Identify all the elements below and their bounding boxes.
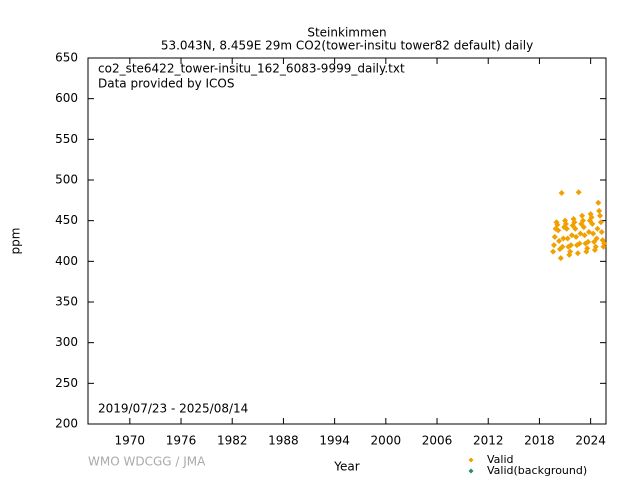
annotation: Data provided by ICOS: [98, 77, 234, 91]
data-point: [556, 238, 563, 244]
data-point: [562, 220, 569, 227]
y-tick-label: 450: [55, 213, 78, 227]
plot-frame: [87, 57, 607, 425]
data-point: [572, 225, 579, 232]
legend-label: Valid: [487, 453, 514, 466]
y-tick-label: 200: [55, 417, 78, 431]
data-point: [567, 248, 574, 255]
legend-label: Valid(background): [487, 464, 587, 477]
x-tick-label: 1976: [166, 434, 197, 448]
data-point: [568, 242, 575, 249]
data-point: [580, 224, 587, 231]
y-tick-label: 550: [55, 132, 78, 146]
data-point: [564, 235, 571, 242]
y-tick-label: 500: [55, 173, 78, 187]
y-tick-label: 300: [55, 335, 78, 349]
data-point: [597, 212, 604, 219]
x-axis-label: Year: [333, 460, 359, 474]
x-tick-label: 2012: [473, 434, 504, 448]
chart-subtitle: 53.043N, 8.459E 29m CO2(tower-insitu tow…: [161, 39, 533, 53]
data-point: [555, 227, 562, 234]
data-point: [579, 212, 586, 219]
data-point: [576, 240, 583, 247]
data-point: [592, 243, 599, 250]
data-point: [584, 245, 591, 252]
data-point: [554, 221, 561, 228]
data-point: [559, 243, 566, 250]
data-point: [585, 238, 592, 245]
data-point: [588, 214, 595, 221]
data-point: [598, 229, 605, 236]
x-tick-label: 2006: [422, 434, 453, 448]
data-point: [593, 235, 600, 242]
y-tick-label: 600: [55, 91, 78, 105]
y-axis-label: ppm: [9, 228, 23, 255]
y-tick-label: 350: [55, 295, 78, 309]
data-point: [563, 225, 570, 232]
x-tick-label: 2024: [575, 434, 606, 448]
data-point: [579, 217, 586, 224]
legend-marker: [468, 457, 474, 463]
legend-marker: [468, 468, 474, 474]
annotation: co2_ste6422_tower-insitu_162_6083-9999_d…: [98, 62, 405, 76]
data-point: [575, 189, 582, 196]
data-point: [601, 240, 608, 247]
credit: WMO WDCGG / JMA: [88, 455, 206, 469]
data-point: [557, 255, 564, 262]
data-point: [558, 190, 565, 197]
annotation: 2019/07/23 - 2025/08/14: [98, 402, 248, 416]
x-tick-label: 1988: [268, 434, 299, 448]
data-point: [573, 233, 580, 240]
x-tick-label: 1970: [115, 434, 146, 448]
data-point: [560, 235, 567, 242]
y-tick-label: 250: [55, 376, 78, 390]
data-point: [571, 219, 578, 226]
x-tick-label: 2018: [524, 434, 555, 448]
x-tick-label: 1982: [217, 434, 248, 448]
data-point: [594, 225, 601, 232]
data-point: [550, 242, 557, 249]
y-tick-label: 650: [55, 51, 78, 65]
data-point: [595, 199, 602, 206]
data-point: [596, 207, 603, 214]
chart-title: Steinkimmen: [307, 26, 386, 40]
x-tick-label: 1994: [319, 434, 350, 448]
data-point: [597, 219, 604, 226]
data-point: [590, 230, 597, 237]
x-tick-label: 2000: [371, 434, 402, 448]
data-point: [551, 233, 558, 240]
data-point: [574, 250, 581, 257]
y-tick-label: 400: [55, 254, 78, 268]
data-point: [550, 248, 557, 255]
data-point: [581, 232, 588, 239]
data-point: [589, 220, 596, 227]
